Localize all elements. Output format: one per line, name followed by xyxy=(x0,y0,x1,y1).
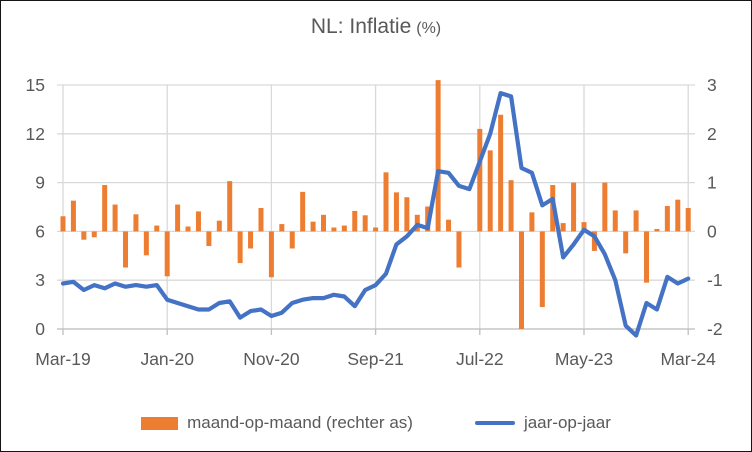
bar-maand-op-maand xyxy=(164,231,170,277)
bar-maand-op-maand xyxy=(393,192,399,232)
bar-maand-op-maand xyxy=(456,231,462,268)
bar-maand-op-maand xyxy=(654,228,660,232)
bar-maand-op-maand xyxy=(237,231,243,264)
right-axis-tick-label: 2 xyxy=(707,124,717,144)
bar-maand-op-maand xyxy=(133,214,139,232)
bar-maand-op-maand xyxy=(685,207,691,232)
bar-maand-op-maand xyxy=(70,200,76,232)
line-jaar-op-jaar xyxy=(60,90,691,338)
bar-maand-op-maand xyxy=(248,231,254,249)
x-axis-tick-label: Jul-22 xyxy=(456,349,504,369)
bar-maand-op-maand xyxy=(321,214,326,232)
right-axis-tick-label: -2 xyxy=(707,319,723,339)
bar-maand-op-maand xyxy=(175,204,181,232)
bar-maand-op-maand xyxy=(664,206,670,232)
x-axis-tick-label: Nov-20 xyxy=(243,349,300,369)
legend-label: maand-op-maand (rechter as) xyxy=(187,413,413,432)
bar-maand-op-maand xyxy=(508,180,514,232)
bar-maand-op-maand xyxy=(123,231,129,268)
bar-maand-op-maand xyxy=(258,207,264,232)
bar-maand-op-maand xyxy=(675,199,681,232)
bar-maand-op-maand xyxy=(331,227,337,232)
chart-title-text: NL: Inflatie xyxy=(310,15,412,38)
bar-series-swatch xyxy=(141,416,179,430)
bar-maand-op-maand xyxy=(644,231,650,283)
bar-maand-op-maand xyxy=(581,222,587,232)
bar-maand-op-maand xyxy=(446,219,452,232)
bar-maand-op-maand xyxy=(487,150,493,232)
left-axis-tick-label: 9 xyxy=(35,173,45,193)
left-axis-tick-label: 15 xyxy=(26,75,45,95)
bar-maand-op-maand xyxy=(498,114,504,232)
bar-maand-op-maand xyxy=(185,226,191,232)
bar-maand-op-maand xyxy=(623,231,629,254)
bar-maand-op-maand xyxy=(529,212,535,232)
bar-maand-op-maand xyxy=(268,231,274,278)
right-axis-tick-label: 1 xyxy=(707,173,717,193)
x-axis-tick-label: May-23 xyxy=(555,349,613,369)
bar-maand-op-maand xyxy=(539,231,545,308)
bar-maand-op-maand xyxy=(81,231,87,240)
bar-maand-op-maand xyxy=(591,231,597,251)
x-axis-tick-label: Sep-21 xyxy=(347,349,403,369)
left-axis-tick-label: 6 xyxy=(35,221,45,241)
x-axis-tick-label: Mar-19 xyxy=(35,349,90,369)
bar-maand-op-maand xyxy=(216,220,222,232)
bar-maand-op-maand xyxy=(612,210,618,232)
right-axis-tick-label: 3 xyxy=(707,75,717,95)
legend-label: jaar-op-jaar xyxy=(523,413,611,432)
bar-maand-op-maand xyxy=(206,231,212,247)
bar-maand-op-maand xyxy=(518,231,524,329)
left-axis-tick-label: 12 xyxy=(26,124,45,144)
legend-item-maand-op-maand: maand-op-maand (rechter as) xyxy=(141,413,413,433)
bar-maand-op-maand xyxy=(195,211,201,232)
left-axis-tick-label: 0 xyxy=(35,319,45,339)
bar-maand-op-maand xyxy=(404,197,410,232)
bar-maand-op-maand xyxy=(227,181,233,232)
bar-maand-op-maand xyxy=(352,210,358,232)
bar-maand-op-maand xyxy=(477,128,483,232)
bar-maand-op-maand xyxy=(341,225,347,232)
bar-maand-op-maand xyxy=(373,227,379,232)
bar-maand-op-maand xyxy=(300,191,306,232)
bar-maand-op-maand xyxy=(602,182,608,232)
bar-maand-op-maand xyxy=(560,223,566,232)
bar-maand-op-maand xyxy=(112,204,118,232)
bar-maand-op-maand xyxy=(289,231,295,249)
chart-title-suffix: (%) xyxy=(416,20,442,37)
bar-maand-op-maand xyxy=(310,221,316,232)
bar-maand-op-maand xyxy=(91,231,97,238)
bar-maand-op-maand xyxy=(383,172,389,232)
bar-maand-op-maand xyxy=(279,224,285,232)
legend-item-jaar-op-jaar: jaar-op-jaar xyxy=(474,413,611,433)
x-axis-tick-label: Jan-20 xyxy=(140,349,194,369)
right-axis-tick-label: -1 xyxy=(707,270,723,290)
chart-legend: maand-op-maand (rechter as) jaar-op-jaar xyxy=(1,413,751,433)
bar-maand-op-maand xyxy=(571,182,577,232)
left-axis-tick-label: 3 xyxy=(35,270,45,290)
bar-maand-op-maand xyxy=(143,231,149,256)
bar-maand-op-maand xyxy=(633,210,639,232)
bar-maand-op-maand xyxy=(102,185,108,232)
bar-maand-op-maand xyxy=(60,216,66,232)
line-series-swatch xyxy=(474,421,515,425)
bar-maand-op-maand xyxy=(435,80,441,232)
bar-maand-op-maand xyxy=(362,215,368,232)
bar-maand-op-maand xyxy=(154,225,160,232)
x-axis-tick-label: Mar-24 xyxy=(660,349,716,369)
right-axis-tick-label: 0 xyxy=(707,221,717,241)
chart-title: NL: Inflatie (%) xyxy=(1,15,751,39)
